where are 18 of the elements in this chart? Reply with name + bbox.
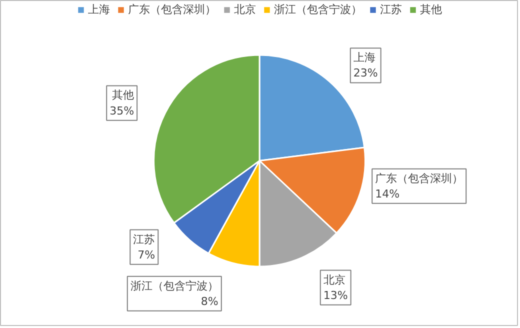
legend-label: 上海 bbox=[88, 2, 110, 17]
legend-label: 广东（包含深圳） bbox=[128, 2, 216, 17]
legend-label: 其他 bbox=[420, 2, 442, 17]
data-label: 8% bbox=[200, 294, 218, 308]
slice-label: 其他 bbox=[112, 88, 134, 102]
slice-label: 江苏 bbox=[133, 232, 156, 246]
slice-label: 浙江（包含宁波） bbox=[130, 279, 218, 292]
data-label: 13% bbox=[323, 288, 348, 302]
data-label: 23% bbox=[353, 66, 378, 80]
legend-label: 北京 bbox=[234, 2, 256, 17]
legend-label: 江苏 bbox=[380, 2, 402, 17]
slice-label: 上海 bbox=[353, 51, 376, 64]
data-label: 35% bbox=[110, 104, 134, 118]
legend-label: 浙江（包含宁波） bbox=[274, 2, 362, 17]
data-label: 14% bbox=[375, 187, 400, 200]
slice-label: 广东（包含深圳） bbox=[375, 172, 464, 185]
slice-label: 北京 bbox=[323, 273, 346, 286]
data-label: 7% bbox=[138, 248, 156, 262]
